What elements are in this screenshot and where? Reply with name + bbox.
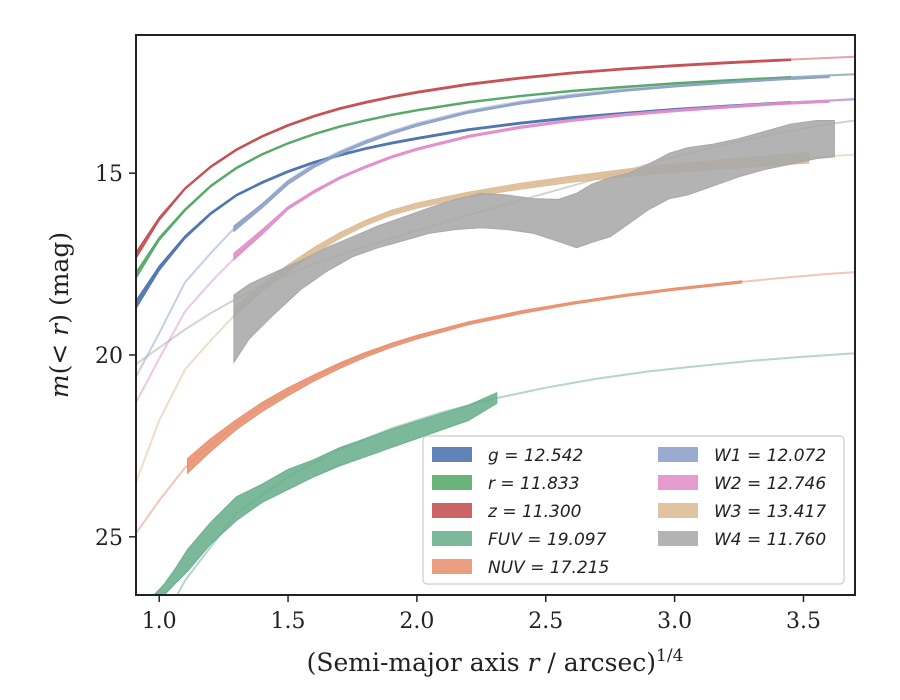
- y-axis-label: m(< r) (mag): [45, 232, 74, 398]
- y-tick-label: 20: [95, 344, 123, 369]
- x-tick-label: 2.5: [528, 609, 563, 634]
- legend-swatch-r: [432, 475, 472, 490]
- legend: g = 12.542 r = 11.833 z = 11.300 FUV = 19.0…: [422, 435, 845, 585]
- x-axis-label: (Semi-major axis r / arcsec)1/4: [307, 646, 684, 677]
- legend-swatch-w3: [658, 503, 698, 518]
- legend-swatch-w2: [658, 475, 698, 490]
- series-band-nuv: [187, 280, 743, 475]
- x-tick-label: 1.0: [142, 609, 177, 634]
- series-band-w3: [233, 151, 810, 318]
- x-tick-label: 2.0: [399, 609, 434, 634]
- legend-swatch-g: [432, 447, 472, 462]
- legend-label-w2: W2 = 12.746: [714, 474, 826, 494]
- legend-swatch-fuv: [432, 531, 472, 546]
- series-band-fuv: [153, 392, 498, 595]
- series-band-w2: [233, 99, 830, 261]
- legend-label-z: z = 11.300: [487, 502, 581, 522]
- series-band-w1: [233, 75, 830, 233]
- legend-swatch-nuv: [432, 559, 472, 574]
- series-band-z: [136, 58, 792, 260]
- series-band-w4: [233, 120, 835, 364]
- y-tick-label: 25: [95, 526, 123, 551]
- legend-label-w4: W4 = 11.760: [714, 530, 826, 550]
- x-tick-label: 1.5: [271, 609, 306, 634]
- legend-label-w1: W1 = 12.072: [714, 446, 826, 466]
- y-tick-label: 15: [95, 162, 123, 187]
- legend-swatch-w1: [658, 447, 698, 462]
- legend-label-nuv: NUV = 17.215: [488, 558, 609, 578]
- x-tick-label: 3.5: [786, 609, 821, 634]
- legend-box: [422, 435, 845, 585]
- y-axis-ticks: 15 20 25: [95, 162, 136, 551]
- legend-label-g: g = 12.542: [488, 446, 583, 466]
- legend-swatch-z: [432, 503, 472, 518]
- plot-frame: [135, 34, 856, 596]
- series-bands: [136, 58, 835, 595]
- legend-label-fuv: FUV = 19.097: [488, 530, 607, 550]
- legend-swatch-w4: [658, 531, 698, 546]
- legend-label-r: r = 11.833: [488, 474, 580, 494]
- x-axis-ticks: 1.0 1.5 2.0 2.5 3.0 3.5: [142, 595, 821, 634]
- x-tick-label: 3.0: [657, 609, 692, 634]
- legend-label-w3: W3 = 13.417: [714, 502, 826, 522]
